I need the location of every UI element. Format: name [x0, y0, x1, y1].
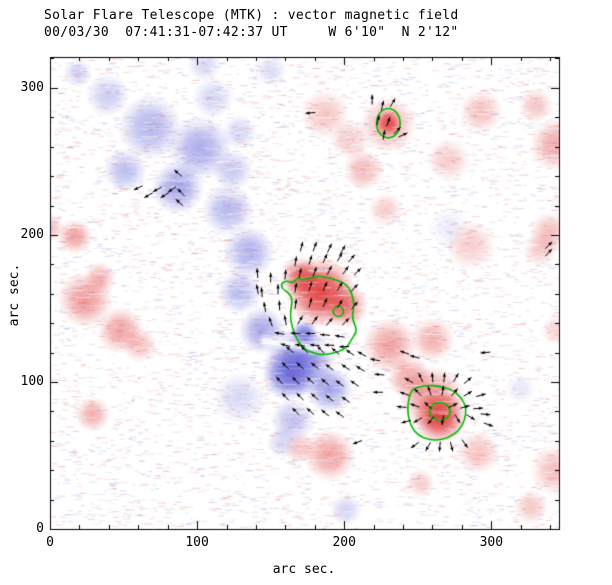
y-tick-label: 300	[20, 79, 44, 95]
x-tick-label: 300	[479, 535, 504, 550]
x-tick-label: 100	[185, 535, 209, 550]
y-tick-label: 200	[20, 226, 44, 242]
chart-subtitle: 00/03/30 07:41:31-07:42:37 UT W 6'10" N …	[44, 25, 459, 40]
chart-title: Solar Flare Telescope (MTK) : vector mag…	[44, 8, 459, 23]
y-tick-label: 100	[20, 373, 44, 389]
x-tick-label: 200	[332, 535, 356, 550]
x-axis-label: arc sec.	[272, 562, 336, 577]
y-tick-label: 0	[36, 521, 44, 536]
y-axis-label: arc sec.	[7, 263, 22, 327]
x-tick-label: 0	[46, 535, 54, 550]
